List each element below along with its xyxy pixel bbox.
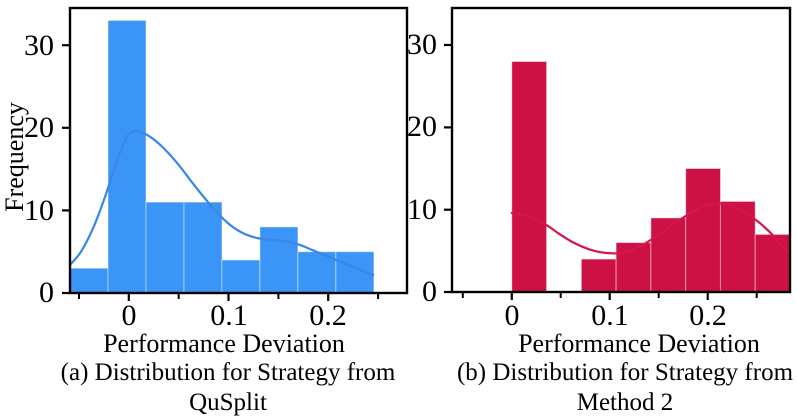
panel-b-caption-line2: Method 2	[576, 389, 674, 416]
panel-a-caption-line1: (a) Distribution for Strategy from	[60, 359, 396, 386]
panel-b-ytick-30: 30	[407, 28, 437, 61]
panel-b-ytick-0: 0	[422, 275, 437, 308]
panel-a-axes-spine	[68, 6, 409, 295]
panel-b-xtick-0p1: 0.1	[591, 299, 629, 332]
panel-a-ytick-30: 30	[24, 28, 54, 62]
panel-b-histogram-bar	[685, 168, 722, 293]
panel-a-kde-curve	[68, 129, 375, 276]
panel-a-histogram-bar	[69, 267, 109, 294]
panel-a-ytick-10: 10	[24, 193, 54, 227]
panel-b-histogram-bar	[511, 61, 548, 293]
panel-a-ytick-20: 20	[24, 111, 54, 144]
panel-a-histogram-bar	[221, 259, 261, 294]
panel-b-histogram-bar	[650, 217, 687, 293]
panel-b-xlabel: Performance Deviation	[518, 329, 760, 358]
panel-a-caption-line2: QuSplit	[189, 389, 267, 416]
panel-b-histogram-bar	[580, 258, 617, 293]
panel-b-kde-curve	[510, 202, 792, 256]
panel-a-xlabel: Performance Deviation	[103, 329, 345, 358]
panel-b-ytick-10: 10	[407, 192, 437, 226]
panel-b-xtick-0p2: 0.2	[689, 299, 727, 332]
panel-a-ylabel: Frequency	[0, 102, 29, 212]
panel-a-histogram-bar	[183, 201, 223, 294]
panel-a-histogram-bar	[107, 19, 147, 294]
panel-b-histogram-bar	[754, 233, 791, 293]
panel-a-histogram-bar	[259, 226, 299, 294]
panel-a-histogram-bar	[145, 201, 185, 294]
panel-b-xtick-0: 0	[504, 299, 520, 332]
panel-a-xtick-0: 0	[121, 299, 137, 332]
panel-a-xtick-0p1: 0.1	[210, 299, 248, 332]
panel-b-ytick-20: 20	[407, 110, 437, 143]
panel-b-histogram-bar	[615, 242, 652, 293]
panel-a-xtick-0p2: 0.2	[309, 299, 347, 332]
panel-a-ytick-0: 0	[39, 276, 54, 309]
panel-b-axes-spine	[450, 6, 792, 294]
panel-b-caption-line1: (b) Distribution for Strategy from	[456, 359, 794, 386]
